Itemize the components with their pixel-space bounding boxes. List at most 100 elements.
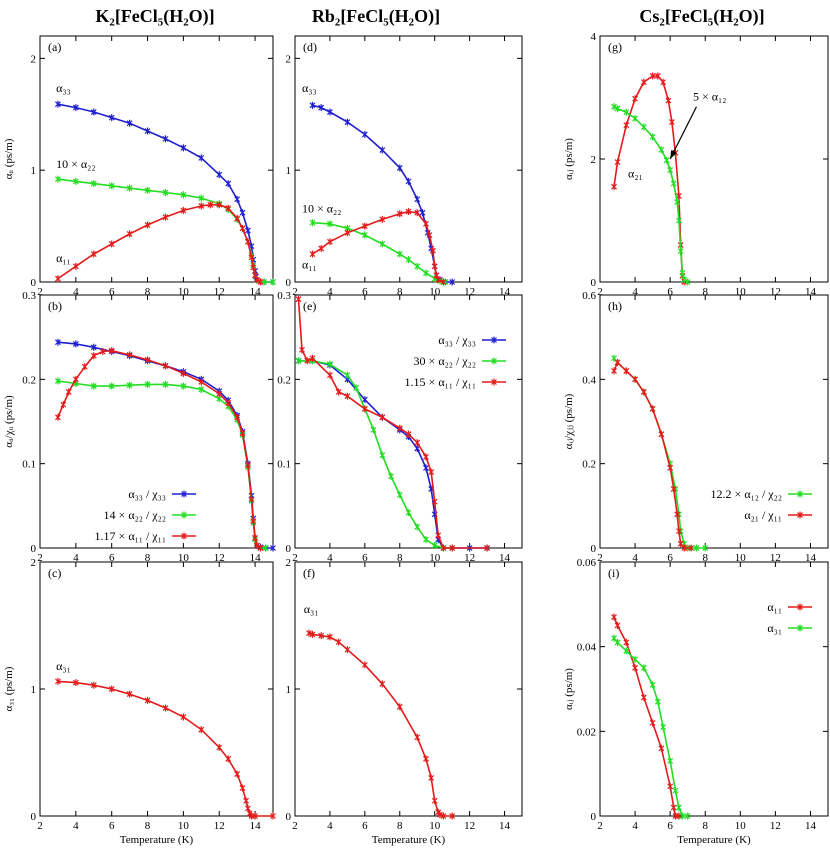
data-point <box>335 388 342 396</box>
x-tick-label: 12 <box>464 820 475 832</box>
column-title-cs: Cs₂[FeCl₅(H₂O)] <box>639 6 764 27</box>
y-tick-label: 0.04 <box>577 642 597 654</box>
data-point <box>672 787 679 795</box>
x-tick-label: 12 <box>770 552 781 564</box>
plot-frame <box>599 561 829 817</box>
data-point <box>326 360 333 368</box>
x-tick-label: 2 <box>292 820 298 832</box>
data-point <box>679 269 686 277</box>
data-point <box>344 118 351 126</box>
data-point <box>361 130 368 138</box>
data-point <box>318 244 325 252</box>
panel-b: 2 4 6 8 10 12 14 0 0.1 0.2 0.3 (b) αᵢᵢ/χᵢᵢ (ps/m) α₃₃… <box>3 290 276 564</box>
data-point <box>670 804 677 812</box>
data-point <box>428 774 435 782</box>
plot-frame <box>294 561 523 817</box>
x-tick-label: 10 <box>178 552 190 564</box>
data-point <box>654 698 661 706</box>
series-annotation: α₂₁ <box>628 166 643 180</box>
panel-e: 2 4 6 8 10 12 14 0 0.1 0.2 0.3 (e) α₃₃ / χ₃₃ 30 × α₂₂… <box>277 290 523 564</box>
x-axis-label: Temperature (K) <box>372 834 446 846</box>
annotation-arrow <box>669 106 697 160</box>
series-annotation: α₃₁ <box>56 659 71 673</box>
data-point <box>216 201 223 209</box>
data-point <box>379 240 386 248</box>
data-point <box>430 247 436 255</box>
data-point <box>225 755 232 763</box>
legend-marker <box>491 378 497 386</box>
x-tick-label: 6 <box>109 820 115 832</box>
x-tick-label: 12 <box>214 286 225 298</box>
data-point <box>405 509 412 517</box>
x-tick-label: 6 <box>667 820 673 832</box>
data-point <box>431 262 438 270</box>
column-title-rb: Rb₂[FeCl₅(H₂O)] <box>312 6 440 27</box>
data-point <box>250 263 257 271</box>
series-line <box>308 632 453 817</box>
x-tick-label: 6 <box>362 820 368 832</box>
data-point <box>684 278 691 286</box>
x-tick-label: 6 <box>109 286 115 298</box>
data-point <box>90 250 97 258</box>
data-point <box>81 363 88 371</box>
x-tick-label: 6 <box>109 552 115 564</box>
series-annotation: 5 × α₁₂ <box>693 90 726 104</box>
data-point <box>144 696 151 704</box>
y-tick-label: 1 <box>286 165 292 177</box>
data-point <box>614 158 621 166</box>
data-point <box>326 371 333 379</box>
legend-marker <box>491 336 497 344</box>
data-point <box>309 219 316 227</box>
data-point <box>379 413 386 421</box>
data-point <box>304 357 311 365</box>
y-axis-label: αᵢᵢ (ps/m) <box>3 138 15 179</box>
panel-i: 2 4 6 8 10 12 14 0 0.02 0.04 0.06 (i) αᵢⱼ (ps/m) Temp… <box>563 557 829 846</box>
data-point <box>72 679 79 687</box>
data-point <box>65 388 72 396</box>
data-point <box>677 247 684 255</box>
data-point <box>632 95 639 103</box>
x-tick-label: 12 <box>770 820 781 832</box>
data-point <box>162 380 169 388</box>
data-point <box>414 439 421 447</box>
legend-marker <box>797 603 803 611</box>
legend-marker <box>797 490 803 498</box>
data-point <box>440 544 447 552</box>
y-tick-label: 0.2 <box>22 374 36 386</box>
series-line <box>57 380 266 549</box>
x-tick-label: 6 <box>667 286 673 298</box>
data-point <box>649 719 656 727</box>
y-tick-label: 0.2 <box>277 374 291 386</box>
data-point <box>681 276 688 284</box>
data-point <box>234 770 241 778</box>
data-point <box>262 544 269 552</box>
data-point <box>108 114 115 122</box>
data-point <box>318 104 325 112</box>
data-point <box>243 797 250 805</box>
data-point <box>270 544 276 552</box>
data-point <box>335 638 342 646</box>
data-point <box>54 677 61 685</box>
y-tick-label: 0.06 <box>577 557 597 569</box>
x-tick-label: 4 <box>327 820 333 832</box>
data-point <box>684 812 691 820</box>
x-tick-label: 14 <box>805 820 817 832</box>
x-tick-label: 4 <box>73 286 79 298</box>
y-tick-label: 0 <box>591 543 597 555</box>
series-line <box>613 357 706 549</box>
data-point <box>162 704 169 712</box>
data-point <box>198 726 205 734</box>
x-tick-label: 12 <box>464 286 475 298</box>
y-tick-label: 0.6 <box>582 290 596 302</box>
y-tick-label: 0 <box>286 543 292 555</box>
x-tick-label: 8 <box>397 286 403 298</box>
data-point <box>611 103 617 111</box>
x-axis-label: Temperature (K) <box>120 834 194 846</box>
data-point <box>108 382 115 390</box>
data-point <box>658 744 665 752</box>
data-point <box>126 351 133 359</box>
y-tick-label: 2 <box>31 557 37 569</box>
